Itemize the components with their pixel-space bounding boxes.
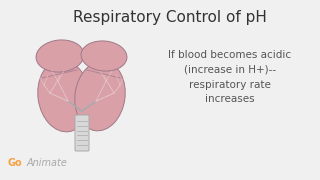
Ellipse shape (38, 60, 90, 132)
FancyBboxPatch shape (75, 115, 89, 151)
Text: Go: Go (8, 158, 23, 168)
Ellipse shape (81, 41, 127, 71)
Ellipse shape (75, 61, 125, 131)
Text: Animate: Animate (27, 158, 68, 168)
Text: Respiratory Control of pH: Respiratory Control of pH (73, 10, 267, 25)
Ellipse shape (36, 40, 84, 72)
Text: If blood becomes acidic
(increase in H+)--
respiratory rate
increases: If blood becomes acidic (increase in H+)… (168, 50, 292, 104)
